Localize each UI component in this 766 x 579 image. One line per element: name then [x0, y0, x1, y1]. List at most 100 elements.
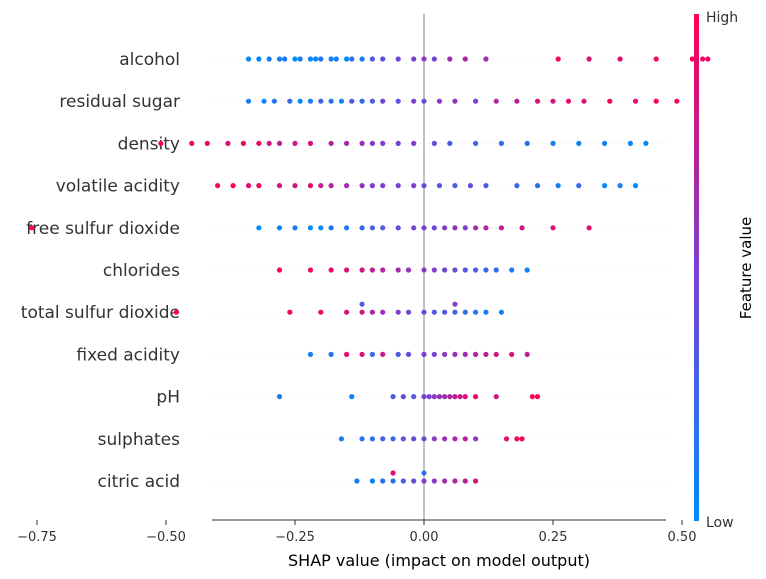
shap-point — [473, 225, 479, 231]
shap-point — [452, 267, 458, 273]
shap-point — [653, 56, 659, 62]
shap-point — [390, 394, 396, 400]
colorbar: High Low Feature value — [694, 10, 755, 531]
shap-point — [390, 436, 396, 442]
shap-point — [395, 183, 401, 189]
shap-point — [483, 225, 489, 231]
shap-point — [452, 98, 458, 104]
shap-point — [483, 309, 489, 315]
shap-point — [442, 351, 448, 357]
shap-point — [431, 56, 437, 62]
shap-point — [452, 309, 458, 315]
shap-point — [473, 309, 479, 315]
shap-point — [354, 478, 360, 484]
shap-point — [344, 225, 350, 231]
shap-point — [431, 140, 437, 146]
shap-point — [400, 394, 406, 400]
shap-point — [395, 98, 401, 104]
feature-label: residual sugar — [59, 92, 180, 112]
feature-label: free sulfur dioxide — [26, 219, 180, 239]
shap-point — [307, 225, 314, 231]
shap-point — [287, 309, 293, 315]
shap-point — [473, 140, 479, 146]
shap-point — [344, 267, 350, 273]
shap-point — [436, 394, 443, 400]
shap-point — [462, 56, 468, 62]
shap-point — [292, 225, 298, 231]
shap-point — [483, 267, 489, 273]
shap-point — [643, 140, 649, 146]
shap-point — [452, 225, 458, 231]
shap-point — [524, 267, 530, 273]
shap-point — [421, 267, 427, 273]
shap-point — [411, 183, 417, 189]
colorbar-high-label: High — [706, 10, 738, 26]
shap-point — [189, 140, 195, 146]
shap-point — [442, 309, 448, 315]
shap-point — [359, 436, 365, 442]
shap-point — [524, 351, 530, 357]
shap-point — [266, 140, 272, 146]
shap-point — [344, 351, 350, 357]
shap-point — [158, 140, 164, 146]
shap-point — [411, 56, 417, 62]
x-axis: −0.75−0.50−0.250.000.250.500.75 SHAP val… — [17, 519, 697, 570]
feature-label: fixed acidity — [76, 345, 180, 365]
shap-point — [369, 225, 375, 231]
feature-label: volatile acidity — [56, 177, 180, 197]
shap-point — [447, 394, 453, 400]
shap-point — [431, 436, 437, 442]
x-tick-label: −0.25 — [275, 530, 315, 545]
shap-point — [318, 309, 324, 315]
shap-point — [400, 478, 406, 484]
shap-point — [421, 56, 427, 62]
shap-point — [318, 98, 324, 104]
shap-point — [431, 267, 437, 273]
shap-point — [519, 436, 525, 442]
shap-point — [421, 98, 427, 104]
shap-point — [349, 98, 355, 104]
shap-point — [338, 98, 345, 104]
shap-point — [344, 309, 350, 315]
shap-point — [359, 301, 365, 307]
shap-point — [442, 436, 448, 442]
shap-point — [586, 56, 592, 62]
shap-point — [380, 140, 386, 146]
shap-point — [550, 98, 556, 104]
shap-point — [447, 140, 453, 146]
shap-point — [292, 56, 298, 62]
shap-point — [359, 183, 365, 189]
shap-point — [390, 470, 396, 476]
shap-point — [519, 225, 525, 231]
shap-point — [307, 183, 314, 189]
shap-point — [395, 225, 401, 231]
shap-point — [369, 56, 375, 62]
shap-point — [411, 394, 417, 400]
shap-point — [307, 351, 314, 357]
shap-point — [380, 183, 386, 189]
shap-point — [509, 267, 515, 273]
shap-point — [442, 225, 448, 231]
shap-point — [483, 351, 489, 357]
shap-point — [380, 98, 386, 104]
shap-point — [498, 225, 504, 231]
shap-point — [447, 56, 453, 62]
shap-point — [266, 56, 272, 62]
shap-point — [369, 267, 375, 273]
shap-point — [349, 56, 355, 62]
feature-label: total sulfur dioxide — [21, 303, 180, 323]
shap-point — [328, 98, 334, 104]
feature-label: citric acid — [98, 472, 180, 492]
shap-point — [421, 309, 427, 315]
shap-point — [550, 225, 556, 231]
shap-point — [632, 98, 639, 104]
shap-point — [581, 98, 587, 104]
shap-point — [328, 225, 334, 231]
x-tick-label: 0.50 — [668, 530, 697, 545]
shap-point — [431, 478, 437, 484]
shap-point — [514, 183, 520, 189]
shap-point — [534, 98, 541, 104]
shap-point — [452, 394, 458, 400]
shap-point — [276, 56, 283, 62]
